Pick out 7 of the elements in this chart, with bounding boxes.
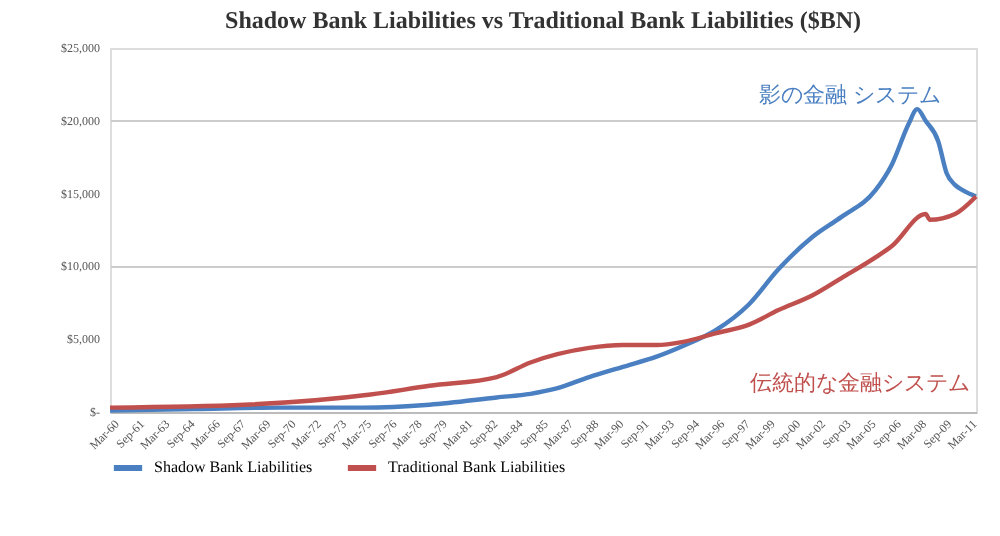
chart-title: Shadow Bank Liabilities vs Traditional Bank Liabilities ($BN) bbox=[225, 6, 861, 34]
line-series bbox=[107, 106, 979, 413]
line-series bbox=[107, 194, 979, 410]
legend-label: Traditional Bank Liabilities bbox=[388, 458, 566, 476]
annotation: 伝統的な金融システム bbox=[750, 372, 970, 396]
annotation: 影の金融 システム bbox=[758, 84, 942, 108]
legend-label: Shadow Bank Liabilities bbox=[154, 458, 313, 476]
